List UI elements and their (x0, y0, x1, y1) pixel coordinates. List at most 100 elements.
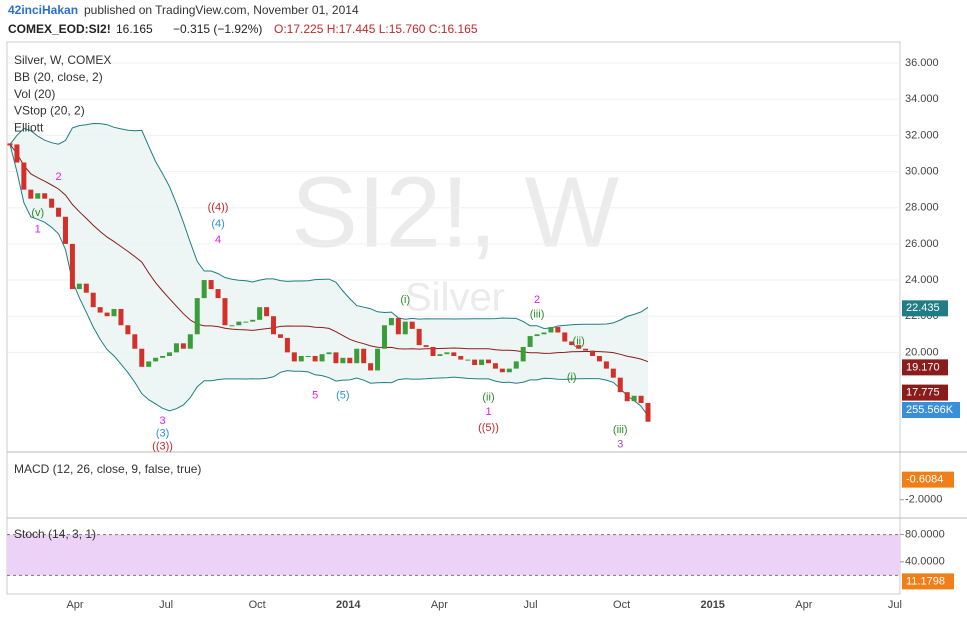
candle (458, 355, 464, 360)
candle (596, 355, 602, 362)
elliott-label: (iii) (530, 308, 545, 320)
bb-fill (10, 123, 648, 417)
candle (83, 283, 89, 293)
candle (215, 289, 221, 299)
candle (21, 162, 27, 190)
candle (319, 354, 325, 362)
elliott-label: 2 (534, 294, 540, 306)
candle (257, 307, 263, 320)
candle (354, 348, 360, 364)
watermark-sub: Silver (405, 276, 505, 320)
candle (555, 327, 561, 333)
indicator-label: Vol (20) (14, 87, 55, 101)
candle (56, 207, 62, 217)
candle (14, 144, 20, 163)
x-tick-label: Oct (613, 599, 630, 611)
ohlc: O:17.225 H:17.445 L:15.760 C:16.165 (274, 22, 478, 36)
candle (118, 308, 124, 326)
indicator-label: BB (20, close, 2) (14, 70, 103, 84)
price-tag (902, 402, 960, 418)
y-tick-label: 24.000 (905, 274, 939, 286)
x-tick-label: 2014 (336, 599, 361, 611)
candle (139, 348, 145, 367)
candle (375, 348, 381, 371)
symbol: COMEX_EOD:SI2! (8, 22, 111, 36)
candle (146, 361, 152, 367)
elliott-label: 5 (312, 390, 318, 402)
candle (569, 341, 575, 346)
candle (284, 337, 290, 353)
elliott-label: 1 (35, 223, 41, 235)
legend-title: Silver, W, COMEX (14, 53, 111, 67)
stoch-band (7, 534, 900, 576)
candle (576, 345, 582, 349)
candle (472, 359, 478, 366)
candle (451, 352, 457, 356)
y-tick-label: 40.0000 (905, 556, 945, 568)
candle (527, 336, 533, 347)
candle (35, 193, 41, 199)
y-tick-label: 80.0000 (905, 529, 945, 541)
stoch-title: Stoch (14, 3, 1) (14, 527, 96, 541)
y-tick-label: 30.000 (905, 165, 939, 177)
elliott-label: 1 (485, 406, 491, 418)
candle (167, 352, 172, 356)
x-tick-label: Jul (523, 599, 537, 611)
candle (388, 318, 394, 326)
watermark: SI2!, W (291, 156, 619, 268)
candle (125, 325, 131, 335)
price-tag (902, 359, 948, 376)
candle (271, 316, 277, 335)
candle (583, 348, 589, 351)
candle (305, 355, 311, 357)
y-tick-label: 36.000 (905, 57, 939, 69)
x-tick-label: Apr (66, 599, 83, 611)
x-tick-label: Oct (249, 599, 266, 611)
elliott-label: (v) (31, 207, 44, 219)
price-tag-label: 19.170 (906, 361, 940, 373)
candle (264, 307, 270, 317)
price-tag-label: 17.775 (906, 387, 940, 399)
x-tick-label: Jul (888, 599, 902, 611)
candle (69, 243, 75, 290)
candle (402, 321, 408, 335)
candle (333, 352, 339, 364)
y-tick-label: 26.000 (905, 238, 939, 250)
candle (347, 357, 353, 364)
price-tag (902, 300, 948, 317)
candle (562, 332, 568, 342)
candle (631, 395, 637, 402)
y-tick-label: 20.000 (905, 346, 939, 358)
candle (395, 318, 401, 335)
candle (132, 334, 138, 349)
candle (520, 346, 526, 362)
plot (7, 62, 900, 576)
x-tick-label: Jul (159, 599, 173, 611)
bb-upper (9, 122, 649, 330)
candle (194, 298, 200, 335)
candle (361, 348, 367, 364)
x-tick-label: Apr (431, 599, 448, 611)
candle (277, 334, 283, 338)
candle (160, 355, 166, 358)
x-tick-label: Apr (795, 599, 812, 611)
indicator-label: VStop (20, 2) (14, 104, 85, 118)
bb-lower (9, 144, 649, 417)
candle (513, 361, 519, 369)
elliott-label: 2 (55, 171, 61, 183)
elliott-label: (5) (336, 390, 349, 402)
published: published on TradingView.com, November 0… (84, 3, 359, 17)
elliott-label: (ii) (573, 335, 585, 347)
candle (430, 346, 436, 356)
elliott-label: ((4)) (208, 202, 229, 214)
macd-title: MACD (12, 26, close, 9, false, true) (14, 462, 201, 476)
candle (534, 334, 540, 337)
candle (153, 357, 159, 362)
bb-basis (9, 144, 649, 363)
author[interactable]: 42inciHakan (8, 3, 78, 17)
elliott-label: 4 (215, 234, 221, 246)
candle (180, 343, 186, 349)
y-tick-label: 32.000 (905, 129, 939, 141)
price-tag-label: 22.435 (906, 302, 940, 314)
macd-tag: -0.6084 (906, 474, 943, 486)
